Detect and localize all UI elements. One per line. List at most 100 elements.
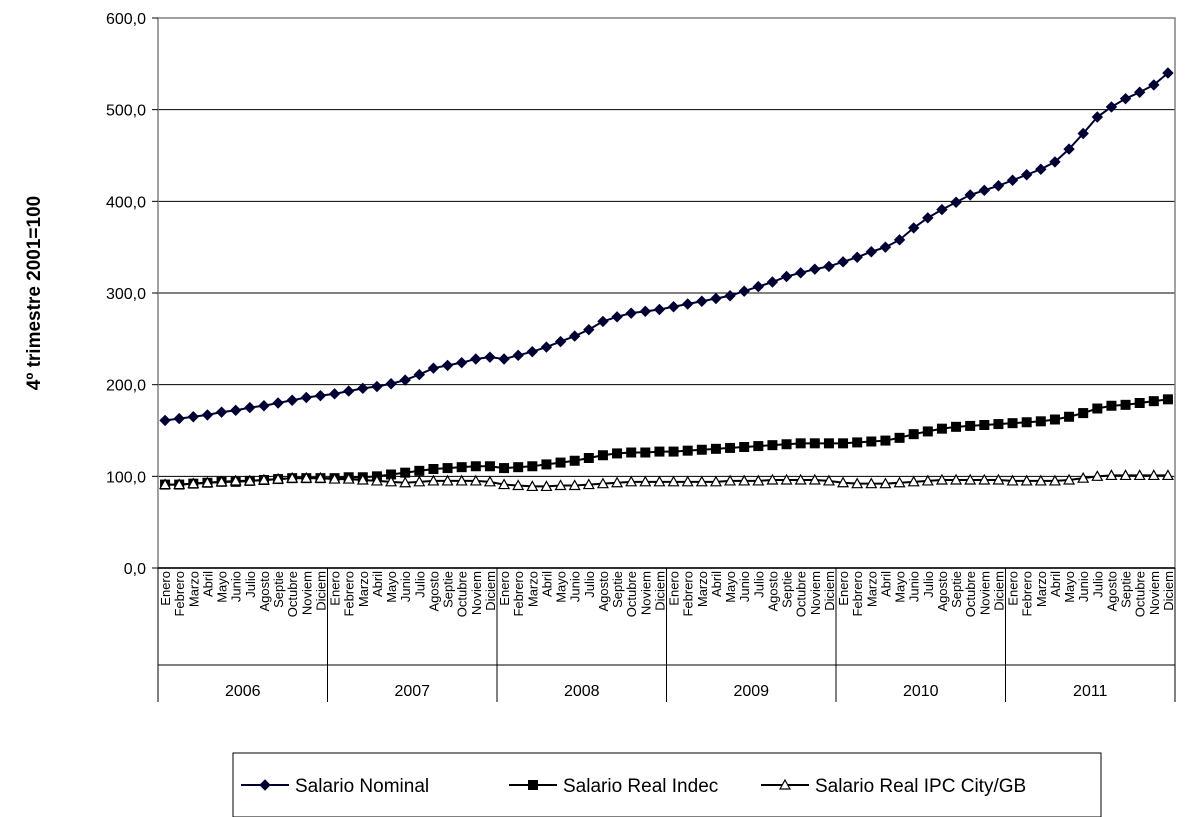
data-point: [1078, 408, 1089, 419]
data-point: [852, 437, 863, 448]
data-point: [1148, 396, 1159, 407]
data-point: [880, 435, 891, 446]
data-point: [258, 400, 270, 412]
x-tick-label: Septie: [780, 571, 795, 608]
x-tick-label: Julio: [1090, 571, 1105, 598]
data-point: [653, 303, 666, 316]
data-point: [1120, 399, 1131, 410]
data-point: [866, 436, 877, 447]
x-tick-label: Agosto: [935, 571, 950, 611]
data-point: [780, 270, 793, 283]
data-point: [428, 464, 439, 474]
x-tick-label: Diciem: [822, 571, 837, 611]
series-lines: [159, 67, 1174, 492]
x-tick-label: Diciem: [483, 571, 498, 611]
data-point: [201, 409, 214, 421]
year-label: 2011: [1073, 683, 1108, 700]
data-point: [244, 401, 256, 414]
data-point: [979, 420, 990, 430]
data-point: [1035, 163, 1047, 175]
data-point: [528, 780, 538, 790]
data-point: [1021, 417, 1032, 428]
data-point: [1049, 414, 1060, 425]
data-point: [357, 382, 369, 395]
x-tick-label: Marzo: [1034, 571, 1049, 607]
data-point: [159, 478, 172, 490]
data-point: [215, 475, 228, 487]
data-point: [1148, 79, 1160, 91]
data-point: [568, 330, 581, 342]
x-tick-label: Mayo: [1062, 571, 1077, 603]
data-point: [778, 778, 792, 790]
data-point: [286, 394, 298, 406]
data-point: [314, 471, 327, 483]
y-tick-label: 500,0: [106, 103, 146, 120]
x-tick-label: Febrero: [681, 571, 696, 617]
data-point: [837, 256, 849, 268]
data-point: [640, 447, 651, 458]
data-point: [725, 442, 736, 453]
data-point: [356, 473, 369, 485]
data-point: [413, 475, 426, 487]
data-point: [414, 465, 425, 476]
y-tick-label: 300,0: [106, 286, 146, 303]
data-point: [865, 477, 878, 489]
data-point: [370, 474, 383, 486]
x-tick-label: Julio: [243, 571, 258, 598]
series-group: [160, 394, 1173, 490]
x-tick-label: Octubre: [455, 571, 470, 617]
data-point: [935, 473, 948, 485]
data-point: [625, 475, 638, 487]
data-point: [794, 473, 807, 485]
data-point: [526, 480, 539, 492]
data-point: [400, 467, 411, 478]
data-point: [259, 779, 271, 791]
y-tick-label: 200,0: [106, 378, 146, 395]
data-point: [710, 292, 722, 305]
data-point: [470, 353, 482, 365]
data-point: [808, 473, 821, 485]
x-tick-label: Junio: [907, 571, 922, 602]
data-point: [1049, 156, 1061, 168]
data-point: [753, 441, 764, 452]
data-point: [272, 472, 285, 484]
data-point: [187, 411, 200, 423]
x-tick-label: Enero: [158, 571, 173, 606]
data-point: [286, 471, 299, 483]
data-point: [229, 474, 242, 486]
data-point: [399, 374, 411, 386]
data-point: [781, 439, 792, 450]
data-point: [1035, 416, 1046, 427]
x-tick-label: Febrero: [850, 571, 865, 617]
data-point: [1048, 474, 1061, 486]
data-point: [1105, 101, 1118, 113]
x-tick-label: Junio: [737, 571, 752, 602]
data-point: [865, 246, 878, 258]
data-point: [526, 345, 539, 358]
data-point: [498, 353, 510, 365]
x-tick-label: Noviem: [469, 571, 484, 615]
x-tick-label: Junio: [568, 571, 583, 602]
data-point: [964, 473, 977, 485]
data-point: [1020, 169, 1033, 181]
data-point: [893, 476, 906, 488]
x-tick-label: Enero: [836, 571, 851, 606]
data-point: [1077, 127, 1089, 140]
x-tick-label: Abril: [370, 571, 385, 597]
data-point: [596, 477, 609, 489]
x-tick-label: Marzo: [525, 571, 540, 607]
data-point: [950, 473, 963, 485]
data-point: [427, 474, 440, 486]
x-tick-label: Mayo: [893, 571, 908, 603]
x-tick-label: Mayo: [215, 571, 230, 603]
x-tick-label: Febrero: [511, 571, 526, 617]
data-point: [441, 474, 454, 486]
legend-label: Salario Real IPC City/GB: [815, 776, 1026, 797]
data-point: [555, 457, 566, 468]
data-point: [1063, 473, 1076, 485]
data-point: [922, 426, 933, 437]
data-point: [738, 285, 750, 297]
data-point: [823, 438, 834, 449]
data-point: [907, 475, 920, 487]
